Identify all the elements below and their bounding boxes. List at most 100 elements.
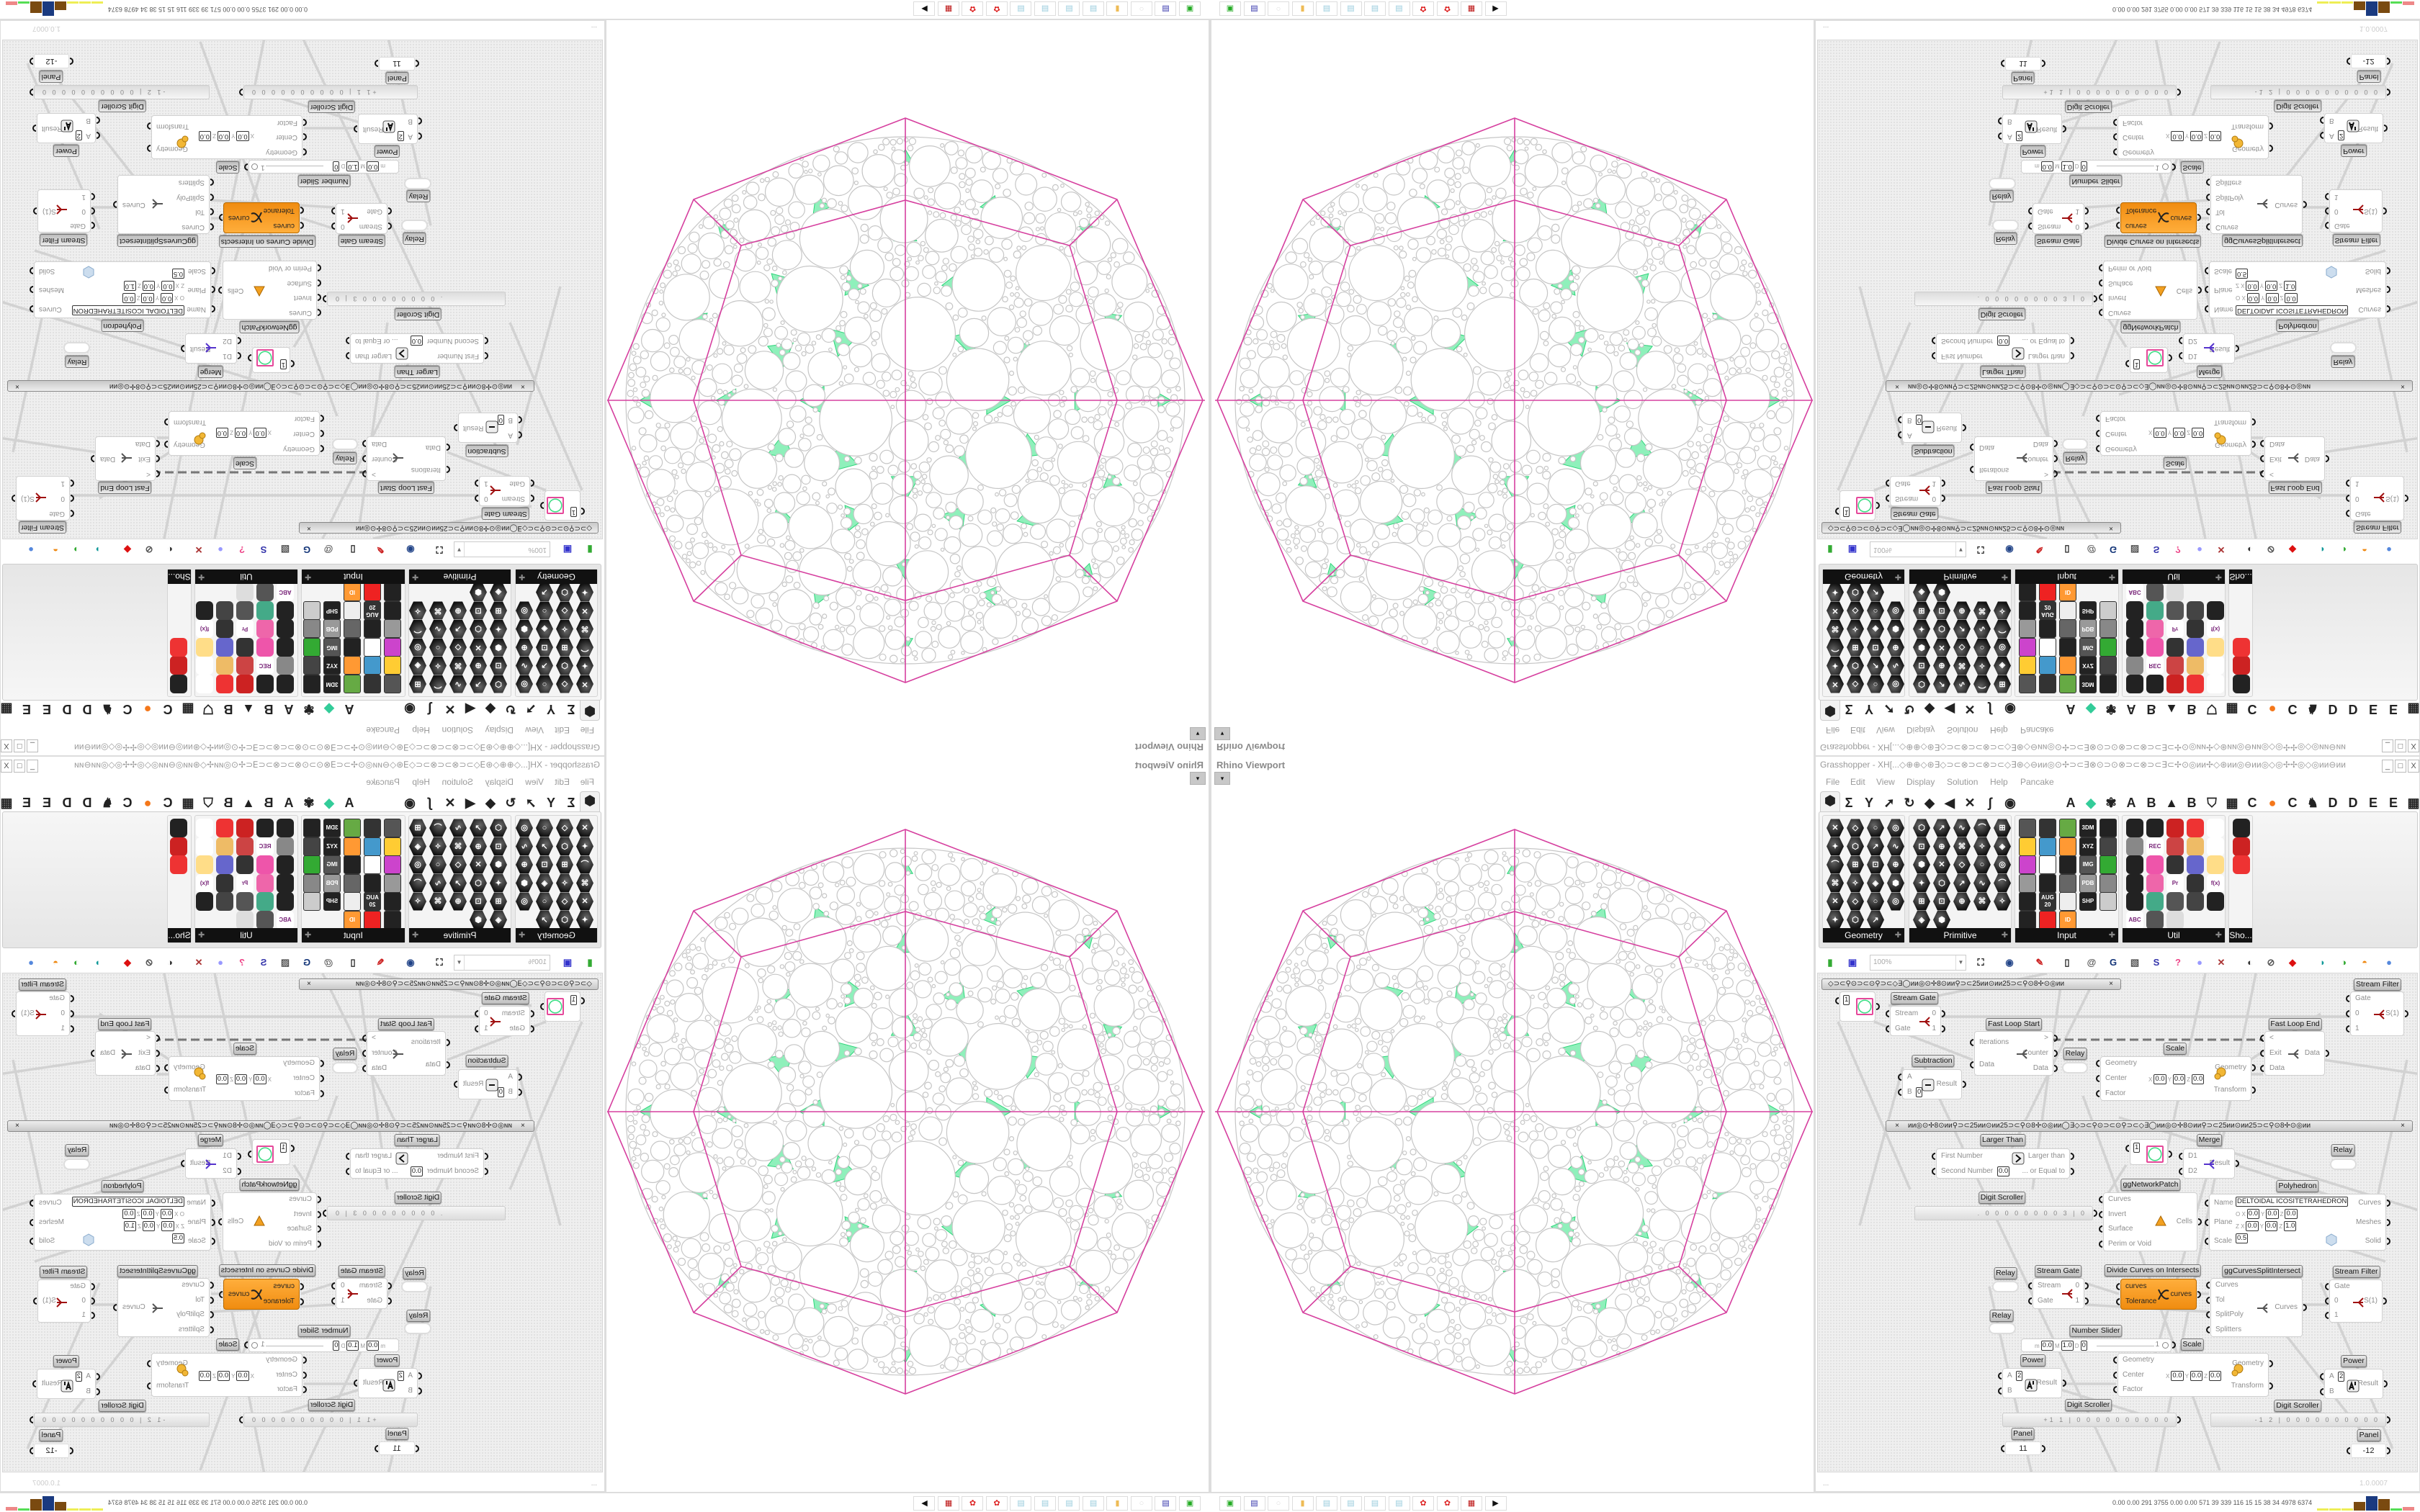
preview-eye-icon[interactable]: ◉ [2005, 544, 2014, 555]
tab-letter[interactable]: A [2126, 796, 2136, 810]
param-icon[interactable]: AUG 20 [2039, 601, 2056, 620]
input-port[interactable] [1970, 1038, 1973, 1046]
input-port[interactable] [2260, 1035, 2264, 1043]
input-port[interactable] [2113, 1371, 2117, 1379]
swatch-component[interactable]: 1 [544, 991, 581, 1022]
param-icon[interactable] [2146, 855, 2164, 874]
scale-label[interactable]: Scale [233, 1043, 257, 1055]
output-port[interactable] [1942, 1025, 1945, 1032]
component-icon[interactable]: ⬢ [1933, 911, 1950, 929]
param-icon[interactable] [2126, 837, 2143, 856]
output-port[interactable] [362, 1050, 366, 1057]
ribbon-panel-label[interactable]: Geometry ✚ [1823, 570, 1904, 584]
component-icon[interactable]: ⌒ [1973, 819, 1991, 837]
menu-edit[interactable]: Edit [1850, 777, 1865, 787]
input-port[interactable] [2205, 1200, 2208, 1207]
field-value[interactable]: 0 [2080, 161, 2087, 171]
field-value[interactable]: 0.0 [1997, 336, 2010, 346]
input-port[interactable] [2179, 1167, 2182, 1175]
input-port[interactable] [2116, 206, 2120, 214]
field-value[interactable]: 0.0 [2246, 281, 2259, 291]
bulb-icon[interactable]: ● [2197, 957, 2202, 968]
component-icon[interactable]: ✧ [1973, 657, 1991, 675]
group-close-icon[interactable]: × [2109, 980, 2113, 988]
param-icon[interactable] [2207, 638, 2224, 657]
component-icon[interactable]: ↗ [1953, 620, 1971, 639]
output-port[interactable] [2172, 1341, 2176, 1349]
stream-filter-label[interactable]: Stream Filter [2353, 978, 2402, 991]
input-port[interactable] [1898, 1073, 1901, 1081]
param-icon[interactable] [277, 819, 294, 837]
input-port[interactable] [2206, 193, 2210, 201]
output-port[interactable] [2071, 1167, 2074, 1175]
param-icon[interactable] [2187, 819, 2204, 837]
field-value[interactable]: 0.0 [2246, 293, 2259, 303]
cluster-icon[interactable]: ◐ [2247, 544, 2253, 555]
tab-letter[interactable]: B [2187, 702, 2197, 716]
param-icon[interactable] [2019, 656, 2036, 675]
input-port[interactable] [2099, 308, 2102, 316]
ribbon-panel-label[interactable]: Primitive ✚ [409, 928, 511, 942]
expand-panel-icon[interactable]: ✚ [2108, 931, 2115, 940]
param-icon[interactable] [2187, 601, 2204, 620]
panel-node[interactable]: -12 [34, 1444, 69, 1458]
digit-scroller[interactable]: -1 2 | 0 0 0 0 0 0 0 0 0 0 [2210, 85, 2386, 99]
param-icon[interactable] [2233, 837, 2250, 856]
relay-node[interactable] [2330, 1158, 2357, 1170]
power-label[interactable]: Power [2341, 1355, 2367, 1367]
tab-icon[interactable]: ʃ [1988, 702, 1992, 716]
stream-gate-component[interactable]: Stream Gate 0 1 [1890, 476, 1941, 506]
component-icon[interactable]: ✦ [576, 911, 593, 930]
fast-loop-end-label[interactable]: Fast Loop End [98, 1018, 152, 1030]
expand-panel-icon[interactable]: ✚ [1894, 572, 1901, 581]
larger-than-component[interactable]: First Number Second Number Larger than... … [1936, 1148, 2070, 1179]
tab-icon[interactable]: ◆ [1924, 702, 1935, 716]
param-icon[interactable] [2187, 656, 2204, 675]
swatch-count[interactable]: 1 [2133, 1143, 2141, 1153]
output-port[interactable] [91, 1050, 94, 1057]
input-port[interactable] [1898, 1088, 1901, 1096]
input-port[interactable] [1886, 1025, 1889, 1032]
maximize-button[interactable]: □ [2395, 760, 2406, 773]
save-icon[interactable]: ▣ [1847, 544, 1857, 555]
field-value[interactable]: 0.0 [367, 1341, 380, 1351]
param-icon[interactable] [2126, 638, 2143, 657]
save-icon[interactable]: ▣ [563, 957, 573, 968]
input-port[interactable] [2099, 294, 2102, 302]
input-port[interactable] [2113, 1385, 2117, 1393]
relay-label[interactable]: Relay [2063, 452, 2087, 464]
input-port[interactable] [2346, 1025, 2349, 1032]
output-port[interactable] [362, 1064, 366, 1072]
input-port[interactable] [2206, 222, 2210, 230]
polyhedron-component[interactable]: Name Plane Scale Curves Meshes Solid DELTOIDAL… [2209, 261, 2386, 318]
tab-icon[interactable]: ◆ [2086, 796, 2096, 810]
tab-icon[interactable]: Y [547, 796, 556, 810]
server-icon[interactable]: ▣ [1219, 1, 1241, 16]
scale-component[interactable]: Geometry Center Factor Geometry Transform X 0.… [2118, 115, 2269, 159]
component-icon[interactable]: ◈ [1994, 837, 2011, 855]
component-icon[interactable]: ○ [536, 819, 553, 837]
component-icon[interactable]: ⬡ [490, 819, 507, 837]
package-icon[interactable]: ? [2175, 544, 2181, 555]
param-icon[interactable] [277, 892, 294, 911]
input-port[interactable] [2028, 1282, 2032, 1290]
image-icon[interactable]: ▧ [280, 957, 290, 968]
field-value[interactable]: 0.0 [2192, 1074, 2205, 1084]
output-port[interactable] [239, 1416, 243, 1423]
viewport-menu-dropdown[interactable]: ▾ [1190, 772, 1206, 785]
component-icon[interactable]: ○ [1973, 638, 1991, 657]
fast-loop-start-component[interactable]: Iterations Data > Counter Data [1974, 436, 2053, 481]
param-icon[interactable] [2166, 892, 2184, 911]
blue-sphere-icon[interactable]: ● [2386, 957, 2392, 968]
param-icon[interactable] [2099, 619, 2117, 639]
larger-than-component[interactable]: First Number Second Number Larger than... … [350, 1148, 484, 1179]
output-port[interactable] [2326, 1050, 2329, 1057]
input-port[interactable] [2001, 60, 2004, 67]
power-label[interactable]: Power [2020, 1354, 2046, 1367]
input-port[interactable] [2099, 1196, 2102, 1204]
param-icon[interactable]: XYZ [323, 837, 341, 856]
tab-icon[interactable]: Y [1864, 796, 1873, 810]
param-icon[interactable] [216, 855, 233, 874]
relay-node[interactable] [1992, 1281, 2019, 1292]
component-icon[interactable]: ∿ [1973, 874, 1991, 892]
